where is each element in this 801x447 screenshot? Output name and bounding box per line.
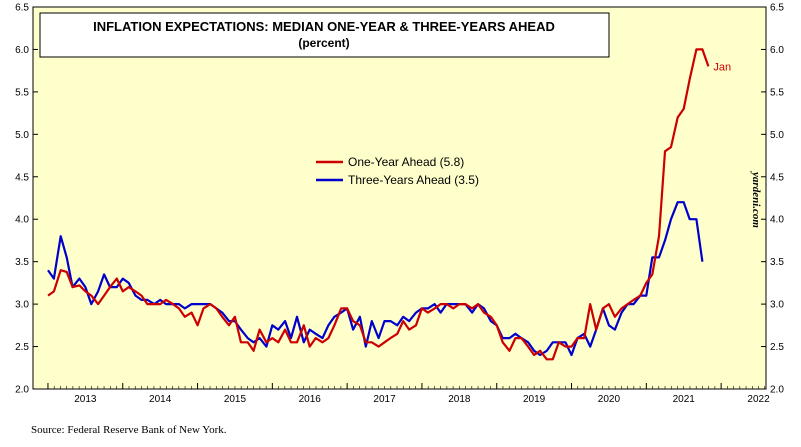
y-tick-label-left: 5.0 <box>15 130 29 141</box>
y-tick-label-left: 4.5 <box>15 172 29 183</box>
y-tick-label-right: 4.5 <box>770 172 784 183</box>
end-label-jan: Jan <box>713 61 731 73</box>
x-tick-label: 2015 <box>224 394 247 405</box>
title-box <box>39 12 610 58</box>
legend-label-one-year: One-Year Ahead (5.8) <box>348 155 464 169</box>
y-tick-label-left: 3.0 <box>15 300 29 311</box>
y-tick-label-right: 3.5 <box>770 257 784 268</box>
x-tick-label: 2017 <box>373 394 396 405</box>
y-tick-label-right: 5.5 <box>770 87 784 98</box>
legend: One-Year Ahead (5.8) Three-Years Ahead (… <box>316 155 479 187</box>
x-tick-label: 2019 <box>523 394 546 405</box>
x-tick-label: 2016 <box>299 394 322 405</box>
x-tick-label: 2021 <box>673 394 696 405</box>
y-axis-right: 2.0 2.5 3.0 3.5 4.0 4.5 5.0 5.5 6.0 6.5 <box>761 3 784 396</box>
y-tick-label-left: 6.5 <box>15 3 29 14</box>
x-axis: 2013 2014 2015 2016 2017 2018 2019 2020 2021 2022 <box>32 383 770 405</box>
y-tick-label-left: 4.0 <box>15 215 29 226</box>
x-tick-label: 2018 <box>448 394 471 405</box>
y-tick-label-right: 2.5 <box>770 342 784 353</box>
series-line-one-year <box>47 48 710 361</box>
legend-label-three-years: Three-Years Ahead (3.5) <box>348 173 479 187</box>
series-layer <box>47 48 710 361</box>
y-tick-label-right: 2.0 <box>770 385 784 396</box>
y-tick-label-right: 3.0 <box>770 300 784 311</box>
chart-subtitle: (percent) <box>298 36 349 50</box>
source-note: Source: Federal Reserve Bank of New York… <box>31 424 227 436</box>
x-tick-label: 2022 <box>747 394 770 405</box>
x-tick-label: 2014 <box>149 394 172 405</box>
x-tick-label: 2013 <box>74 394 97 405</box>
series-line-three-years <box>47 201 704 357</box>
y-tick-label-right: 4.0 <box>770 215 784 226</box>
y-tick-label-left: 2.5 <box>15 342 29 353</box>
y-tick-label-left: 5.5 <box>15 87 29 98</box>
y-tick-label-left: 3.5 <box>15 257 29 268</box>
y-tick-label-right: 6.0 <box>770 45 784 56</box>
y-tick-label-left: 6.0 <box>15 45 29 56</box>
x-tick-label: 2020 <box>598 394 621 405</box>
y-tick-label-right: 6.5 <box>770 3 784 14</box>
y-tick-label-right: 5.0 <box>770 130 784 141</box>
plot-background <box>32 6 767 390</box>
y-axis-left: 2.0 2.5 3.0 3.5 4.0 4.5 5.0 5.5 6.0 6.5 <box>15 3 38 396</box>
chart-title: INFLATION EXPECTATIONS: MEDIAN ONE-YEAR … <box>93 19 555 34</box>
y-tick-label-left: 2.0 <box>15 385 29 396</box>
watermark: yardeni.com <box>750 170 762 228</box>
